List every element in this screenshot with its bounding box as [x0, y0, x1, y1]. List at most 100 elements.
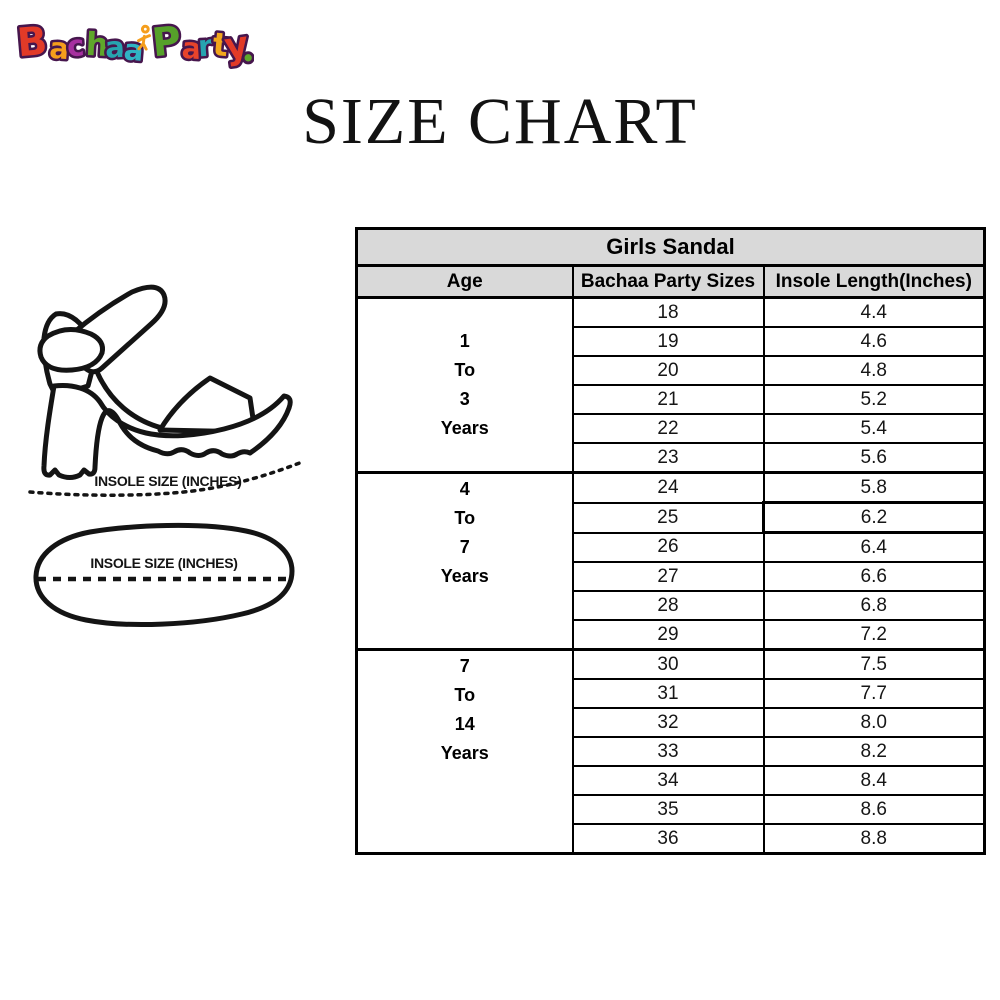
insole-cell: 8.4 — [762, 765, 986, 796]
age-cell-group-1: 1 To 3 Years — [355, 296, 574, 474]
sandal-heel-and-sole — [41, 383, 293, 480]
insole-cell: 4.8 — [762, 355, 986, 386]
age-line: 1 — [459, 331, 470, 351]
age-line: To — [454, 685, 476, 705]
logo-letter: a — [104, 30, 125, 65]
table-row: 21 5.2 — [357, 384, 986, 415]
size-cell: 18 — [571, 296, 765, 328]
size-cell: 25 — [571, 501, 765, 534]
age-line: 7 — [459, 537, 470, 557]
size-cell: 34 — [571, 765, 765, 796]
brand-logo: B a c h a a P a r t y — [13, 8, 255, 85]
table-row: 35 8.6 — [357, 794, 986, 825]
insole-outline-illustration: INSOLE SIZE (INCHES) — [33, 522, 295, 628]
logo-letter: B — [15, 19, 49, 66]
logo-letter: r — [197, 28, 214, 63]
size-cell: 20 — [571, 355, 765, 386]
age-line: 4 — [459, 479, 470, 499]
size-cell: 33 — [571, 736, 765, 767]
table-row: 29 7.2 — [357, 619, 986, 651]
column-header-row: Age Bachaa Party Sizes Insole Length(Inc… — [355, 264, 986, 299]
size-cell: 27 — [571, 561, 765, 592]
table-title-row: Girls Sandal — [355, 227, 986, 267]
size-cell: 28 — [571, 590, 765, 621]
insole-cell: 5.8 — [762, 471, 986, 504]
table-row: 28 6.8 — [357, 590, 986, 621]
age-line: Years — [440, 418, 489, 438]
sandal-insole-size-label: INSOLE SIZE (INCHES) — [94, 473, 241, 489]
age-line: To — [454, 508, 476, 528]
table-title: Girls Sandal — [355, 227, 986, 267]
insole-cell: 6.8 — [762, 590, 986, 621]
age-line: Years — [440, 566, 489, 586]
logo-letter: P — [150, 19, 183, 67]
insole-cell: 5.6 — [762, 442, 986, 474]
insole-outline-shape — [33, 522, 295, 628]
age-cell-group-3: 7 To 14 Years — [355, 648, 574, 855]
insole-cell: 8.8 — [762, 823, 986, 855]
table-row: 19 4.6 — [357, 326, 986, 357]
column-header-sizes: Bachaa Party Sizes — [571, 264, 765, 299]
age-cell-group-2: 4 To 7 Years — [355, 471, 574, 651]
table-row: 34 8.4 — [357, 765, 986, 796]
sandal-vamp-line — [95, 371, 165, 431]
age-line: 7 — [459, 656, 470, 676]
insole-cell: 6.6 — [762, 561, 986, 592]
insole-cell: 5.4 — [762, 413, 986, 444]
size-cell: 23 — [571, 442, 765, 474]
insole-cell: 7.2 — [762, 619, 986, 651]
dancing-kid-icon — [137, 24, 151, 51]
sandal-illustration: INSOLE SIZE (INCHES) — [28, 284, 304, 497]
bachaa-party-logo-icon: B a c h a a P a r t y — [13, 16, 255, 71]
table-row: 20 4.8 — [357, 355, 986, 386]
size-cell: 35 — [571, 794, 765, 825]
insole-size-label: INSOLE SIZE (INCHES) — [90, 555, 237, 571]
table-row: 22 5.4 — [357, 413, 986, 444]
table-row: 4 To 7 Years 24 5.8 — [355, 471, 986, 651]
table-row: 26 6.4 — [357, 531, 986, 563]
age-line: 14 — [454, 714, 475, 734]
insole-cell: 4.4 — [762, 296, 986, 328]
table-row: 7 To 14 Years 30 7.5 — [355, 648, 986, 855]
table-row: 23 5.6 — [357, 442, 986, 474]
table-row: 25 6.2 — [357, 501, 986, 534]
age-line: To — [454, 360, 476, 380]
table-row: 1 To 3 Years 18 4.4 — [355, 296, 986, 474]
table-row: 36 8.8 — [357, 823, 986, 855]
size-cell: 19 — [571, 326, 765, 357]
logo-exclamation-dot-icon — [241, 51, 255, 65]
page-title: SIZE CHART — [302, 85, 698, 158]
size-cell: 22 — [571, 413, 765, 444]
logo-letter: h — [85, 25, 110, 64]
age-line: Years — [440, 743, 489, 763]
insole-cell: 8.0 — [762, 707, 986, 738]
size-cell: 21 — [571, 384, 765, 415]
column-header-age: Age — [355, 264, 574, 299]
sandal-measure-dotted-line — [28, 460, 304, 497]
insole-cell: 6.4 — [762, 531, 986, 563]
sandal-velcro-band — [37, 327, 105, 373]
size-cell: 31 — [571, 678, 765, 709]
size-table: Girls Sandal Age Bachaa Party Sizes Inso… — [355, 227, 986, 855]
logo-letter: t — [211, 25, 230, 64]
size-cell: 29 — [571, 619, 765, 651]
size-cell: 32 — [571, 707, 765, 738]
insole-cell: 8.2 — [762, 736, 986, 767]
insole-cell: 5.2 — [762, 384, 986, 415]
table-row: 32 8.0 — [357, 707, 986, 738]
logo-letter: c — [66, 28, 86, 63]
column-header-insole-length: Insole Length(Inches) — [762, 264, 986, 299]
insole-cell-highlighted: 6.2 — [762, 501, 986, 534]
insole-cell: 7.7 — [762, 678, 986, 709]
size-cell: 24 — [571, 471, 765, 504]
table-row: 27 6.6 — [357, 561, 986, 592]
size-table-container: Girls Sandal Age Bachaa Party Sizes Inso… — [355, 227, 986, 855]
age-line: 3 — [459, 389, 470, 409]
insole-cell: 8.6 — [762, 794, 986, 825]
size-cell: 36 — [571, 823, 765, 855]
insole-cell: 4.6 — [762, 326, 986, 357]
size-cell: 26 — [571, 531, 765, 563]
insole-cell: 7.5 — [762, 648, 986, 680]
table-row: 31 7.7 — [357, 678, 986, 709]
